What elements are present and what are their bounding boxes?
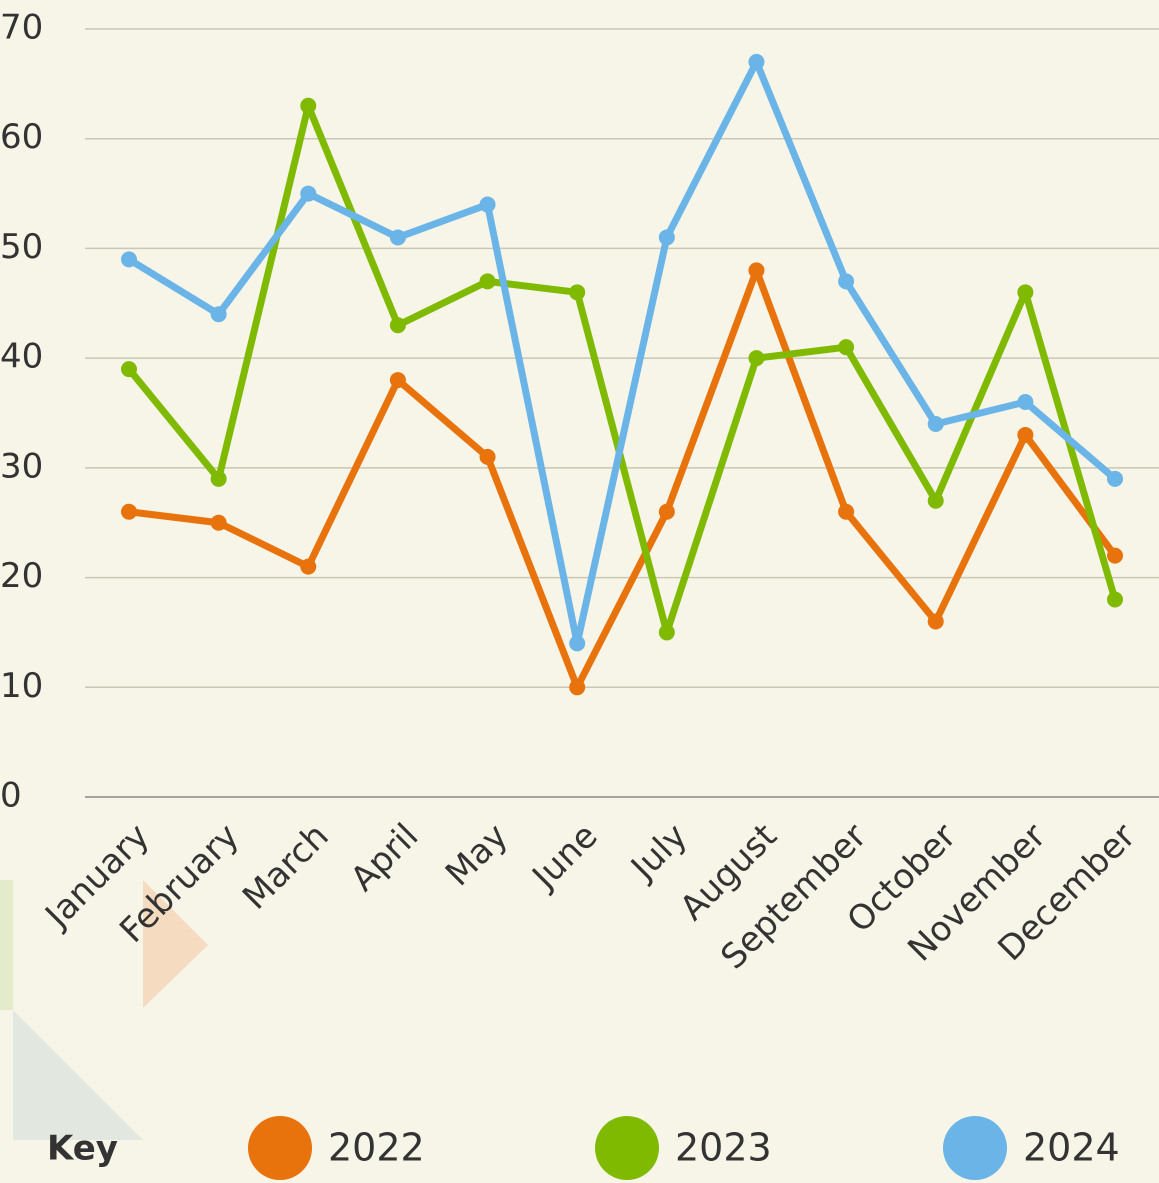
data-point (390, 317, 406, 333)
x-tick-label: July (622, 816, 695, 889)
y-tick-label: 0 (0, 776, 22, 816)
data-point (390, 372, 406, 388)
data-point (838, 273, 854, 289)
legend-swatch (595, 1116, 659, 1180)
data-point (659, 229, 675, 245)
data-point (211, 471, 227, 487)
data-point (1107, 592, 1123, 608)
data-point (748, 54, 764, 70)
data-point (211, 515, 227, 531)
legend-label: 2022 (328, 1126, 425, 1170)
series-line (129, 270, 1115, 687)
data-point (300, 98, 316, 114)
y-tick-label: 30 (0, 446, 43, 486)
page: {"chart_data": {"type": "line", "categor… (0, 0, 1159, 1183)
data-point (748, 350, 764, 366)
data-point (390, 229, 406, 245)
legend-swatch (248, 1116, 312, 1180)
data-point (928, 493, 944, 509)
data-point (659, 504, 675, 520)
data-point (1107, 471, 1123, 487)
data-point (569, 284, 585, 300)
legend-swatch (943, 1116, 1007, 1180)
data-point (1017, 394, 1033, 410)
y-tick-label: 40 (0, 337, 43, 377)
data-point (928, 416, 944, 432)
data-point (121, 361, 137, 377)
x-tick-label: April (343, 816, 426, 899)
y-tick-label: 70 (0, 8, 43, 48)
data-point (211, 306, 227, 322)
legend-title: Key (47, 1129, 118, 1169)
chart: Key 010203040506070JanuaryFebruaryMarchA… (0, 0, 1159, 1183)
data-point (480, 449, 496, 465)
x-tick-label: March (235, 816, 337, 918)
data-point (659, 624, 675, 640)
legend-label: 2023 (675, 1126, 772, 1170)
data-point (1017, 427, 1033, 443)
y-tick-label: 10 (0, 666, 43, 706)
data-point (121, 251, 137, 267)
data-point (569, 635, 585, 651)
data-point (928, 613, 944, 629)
data-point (748, 262, 764, 278)
data-point (480, 273, 496, 289)
decoration (13, 1010, 143, 1140)
y-tick-label: 50 (0, 227, 43, 267)
data-point (1017, 284, 1033, 300)
x-tick-label: June (523, 816, 605, 898)
data-point (480, 197, 496, 213)
y-tick-label: 60 (0, 117, 43, 157)
data-point (1107, 548, 1123, 564)
legend-label: 2024 (1023, 1126, 1120, 1170)
data-point (838, 339, 854, 355)
y-tick-label: 20 (0, 556, 43, 596)
data-point (121, 504, 137, 520)
data-point (300, 186, 316, 202)
data-point (569, 679, 585, 695)
decoration (0, 880, 13, 1010)
data-point (300, 559, 316, 575)
x-tick-label: May (438, 816, 516, 894)
data-point (838, 504, 854, 520)
